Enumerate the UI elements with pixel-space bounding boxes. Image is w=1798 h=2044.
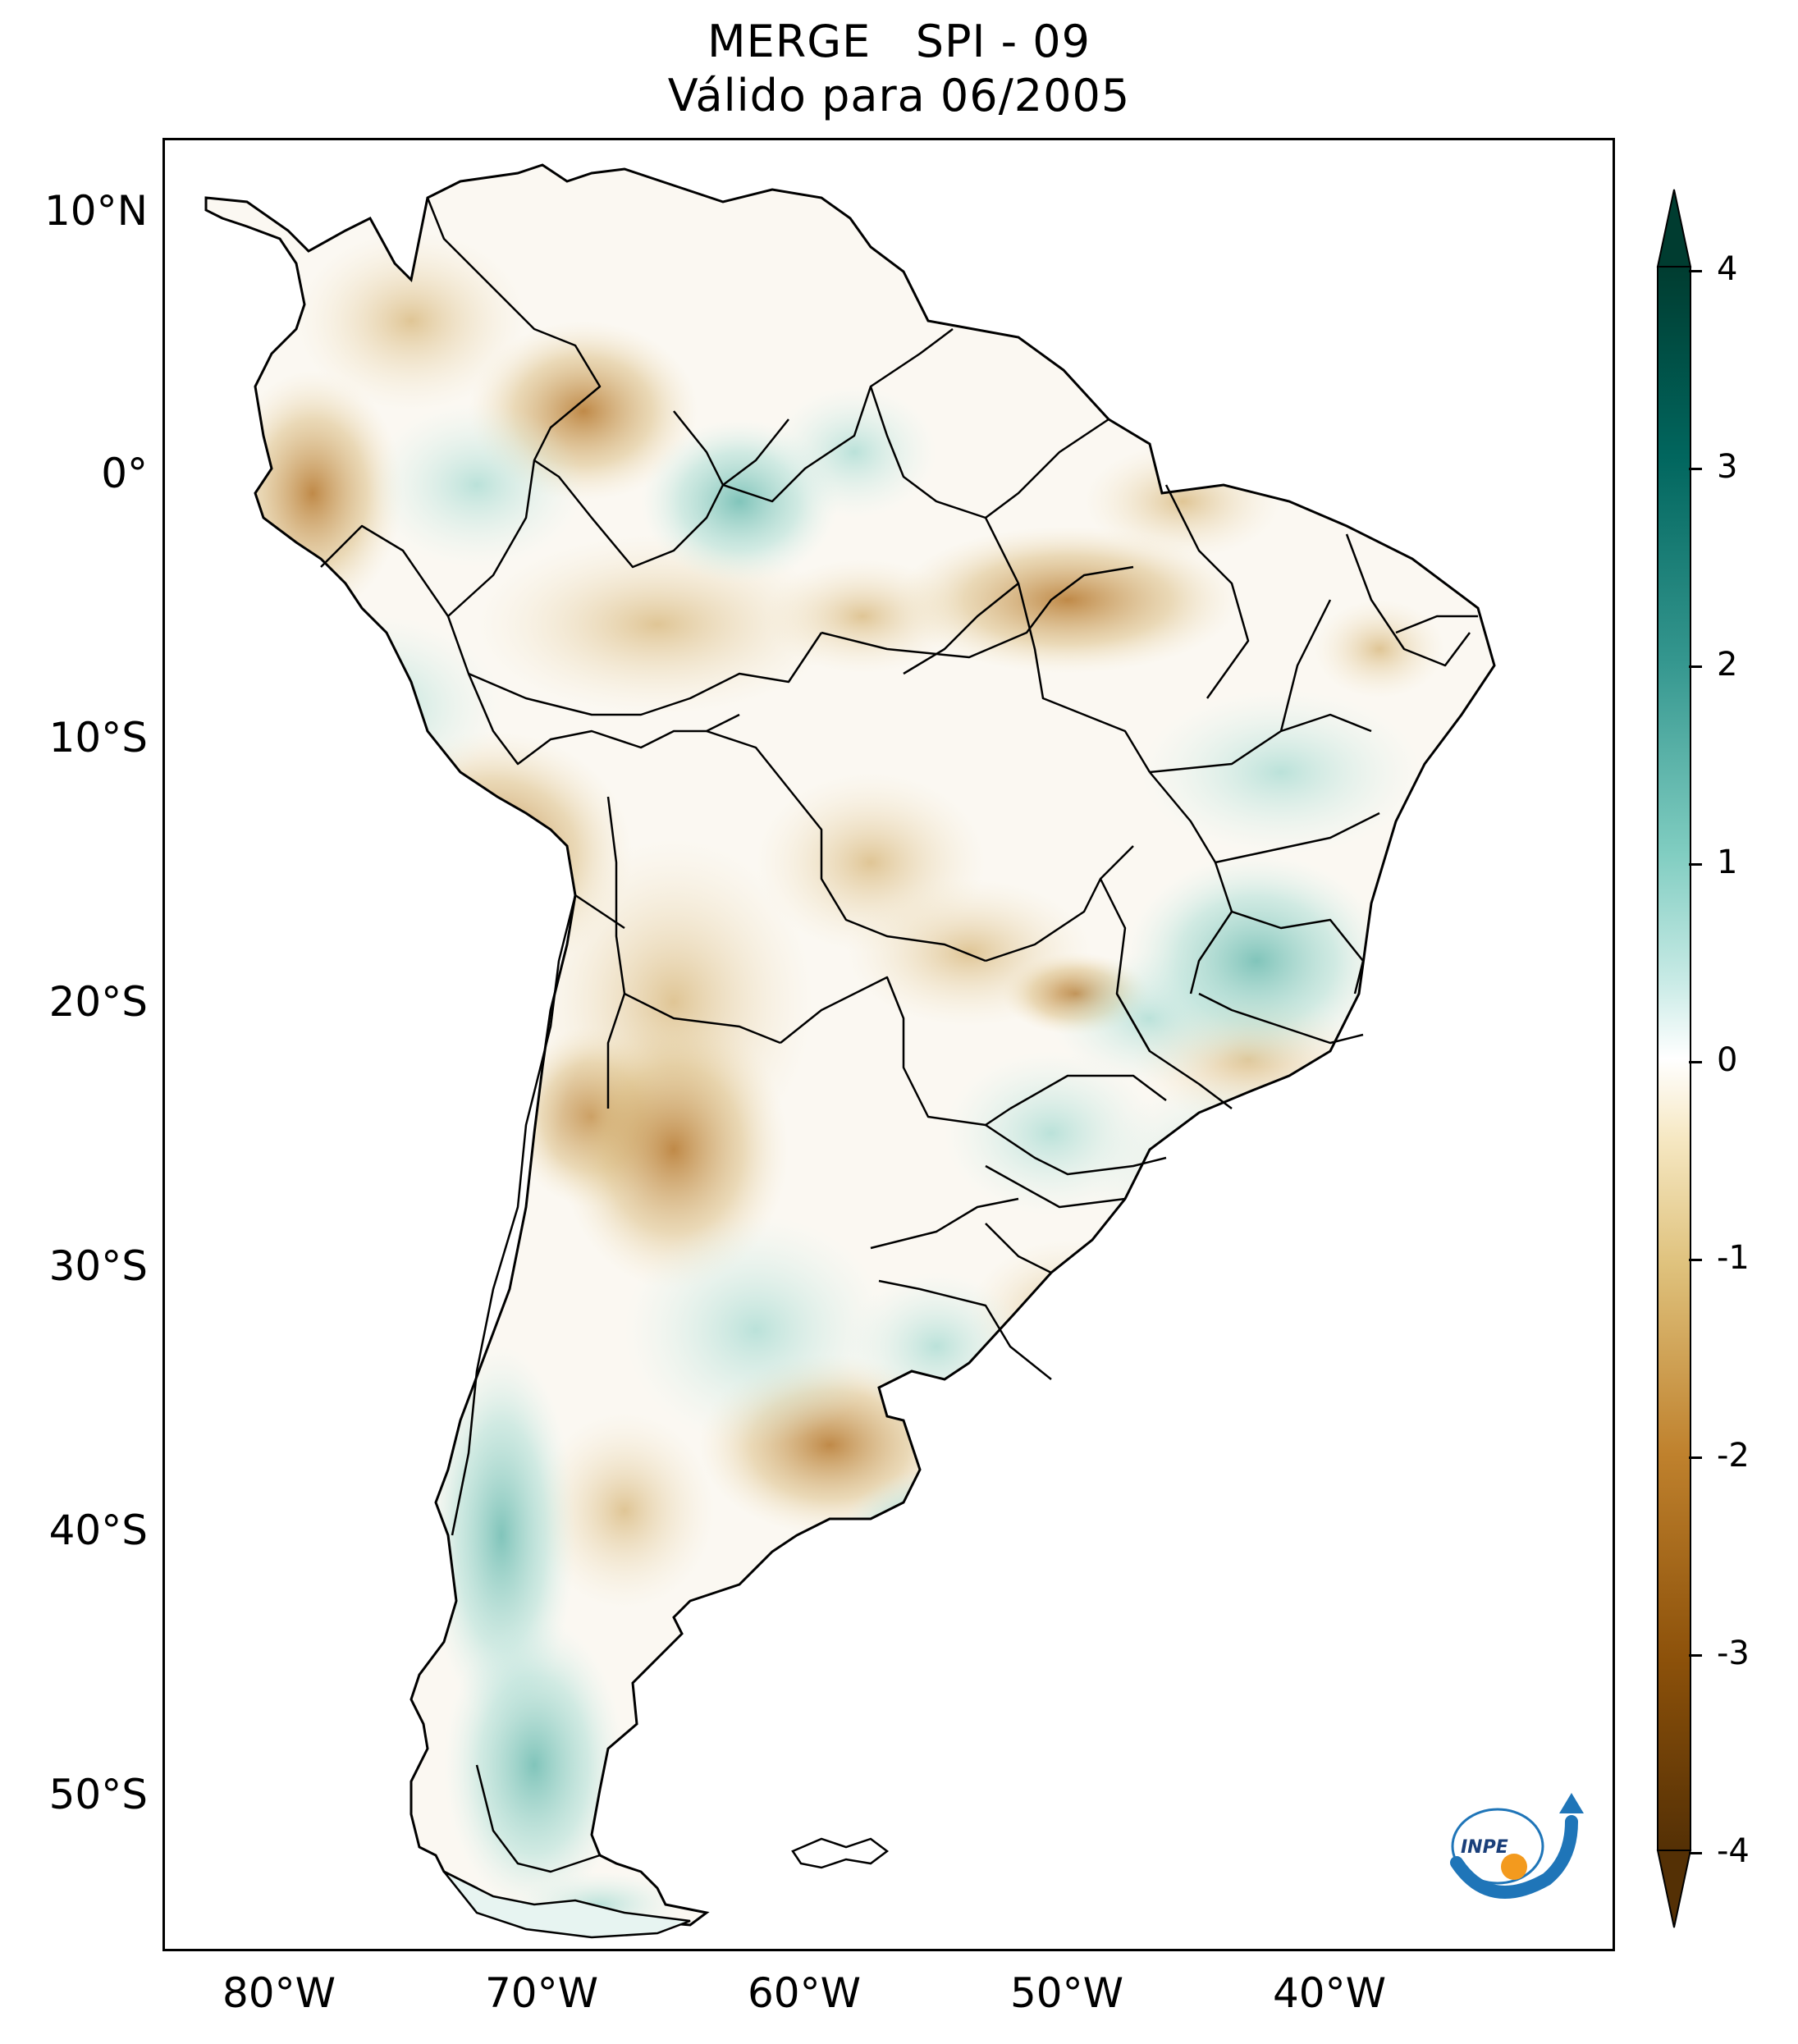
colorbar-label-0: 0 xyxy=(1717,1041,1738,1079)
colorbar-label-neg4: -4 xyxy=(1717,1832,1750,1870)
lat-label-10s: 10°S xyxy=(48,714,148,761)
lon-label-40w: 40°W xyxy=(1272,1969,1387,2017)
falkland-islands xyxy=(791,1837,890,1869)
lon-label-50w: 50°W xyxy=(1009,1969,1124,2017)
lat-label-20s: 20°S xyxy=(48,978,148,1026)
political-borders xyxy=(320,197,1478,1873)
lat-label-10n: 10°N xyxy=(43,187,148,235)
colorbar-tick xyxy=(1689,1259,1702,1261)
colorbar-bottom-extension xyxy=(1656,1850,1692,1928)
colorbar-tick xyxy=(1689,1456,1702,1459)
colorbar-tick xyxy=(1689,1654,1702,1657)
lat-label-0: 0° xyxy=(101,450,148,497)
colorbar-tick xyxy=(1689,1852,1702,1854)
colorbar-label-neg1: -1 xyxy=(1717,1239,1750,1277)
colorbar xyxy=(1656,189,1692,1928)
lat-label-50s: 50°S xyxy=(48,1771,148,1818)
lon-label-70w: 70°W xyxy=(484,1969,599,2017)
spi-field xyxy=(206,165,1494,1925)
colorbar-label-3: 3 xyxy=(1717,448,1738,486)
colorbar-label-1: 1 xyxy=(1717,844,1738,881)
colorbar-tick xyxy=(1689,863,1702,866)
colorbar-gradient xyxy=(1657,266,1691,1851)
colorbar-label-neg2: -2 xyxy=(1717,1437,1750,1475)
tierra-del-fuego xyxy=(443,1870,691,1939)
colorbar-tick xyxy=(1689,468,1702,470)
inpe-logo-text: INPE xyxy=(1461,1837,1508,1858)
colorbar-label-4: 4 xyxy=(1717,250,1738,288)
colorbar-tick xyxy=(1689,1061,1702,1063)
lon-label-60w: 60°W xyxy=(747,1969,862,2017)
lat-label-40s: 40°S xyxy=(48,1507,148,1554)
map-plot-area xyxy=(162,138,1615,1951)
lon-label-80w: 80°W xyxy=(222,1969,336,2017)
map-title: MERGE SPI - 09 Válido para 06/2005 xyxy=(0,15,1798,123)
colorbar-tick xyxy=(1689,665,1702,668)
colorbar-top-extension xyxy=(1656,189,1692,268)
title-line-2: Válido para 06/2005 xyxy=(667,70,1131,121)
south-america-map xyxy=(204,163,1496,1939)
inpe-logo: INPE xyxy=(1450,1793,1584,1899)
colorbar-tick xyxy=(1689,270,1702,272)
colorbar-label-neg3: -3 xyxy=(1717,1635,1750,1672)
colorbar-label-2: 2 xyxy=(1717,646,1738,684)
lat-label-30s: 30°S xyxy=(48,1242,148,1290)
title-line-1: MERGE SPI - 09 xyxy=(707,16,1091,67)
